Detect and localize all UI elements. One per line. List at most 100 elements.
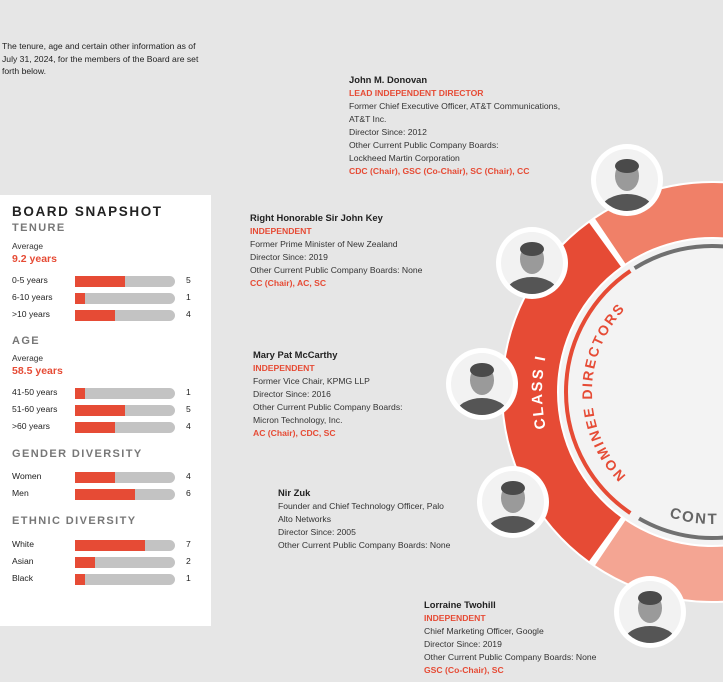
director-detail: AT&T Inc. xyxy=(349,114,387,124)
bar-track xyxy=(75,388,175,399)
tenure-average-value: 9.2 years xyxy=(12,253,57,265)
director-detail: Director Since: 2019 xyxy=(250,252,328,262)
bar-track xyxy=(75,574,175,585)
bar-count: 6 xyxy=(186,488,191,498)
director-detail: Other Current Public Company Boards: Non… xyxy=(250,265,423,275)
bar-fill xyxy=(75,276,125,287)
bar-count: 4 xyxy=(186,421,191,431)
director-role: INDEPENDENT xyxy=(253,363,315,373)
bar-track xyxy=(75,472,175,483)
tenure-average-label: Average xyxy=(12,241,44,251)
nominee-arc xyxy=(564,269,632,515)
director-bio: Right Honorable Sir John Key INDEPENDENT F… xyxy=(250,211,422,290)
director-photo xyxy=(614,576,686,648)
director-name: Nir Zuk xyxy=(278,487,311,498)
director-bio: John M. Donovan LEAD INDEPENDENT DIRECTOR… xyxy=(349,73,560,178)
tenure-bar-row: >10 years 4 xyxy=(12,309,202,322)
director-detail: Other Current Public Company Boards: xyxy=(253,402,403,412)
bar-fill xyxy=(75,293,85,304)
age-bar-row: 41-50 years 1 xyxy=(12,387,202,400)
director-name: John M. Donovan xyxy=(349,74,428,85)
director-committees: GSC (Co-Chair), SC xyxy=(424,665,504,675)
bar-track xyxy=(75,405,175,416)
bar-track xyxy=(75,489,175,500)
director-detail: Former Chief Executive Officer, AT&T Com… xyxy=(349,101,561,111)
age-heading: AGE xyxy=(12,335,41,347)
director-committees: AC (Chair), CDC, SC xyxy=(253,428,336,438)
director-detail: Former Vice Chair, KPMG LLP xyxy=(253,376,370,386)
bar-fill xyxy=(75,405,125,416)
bar-label: 0-5 years xyxy=(12,275,48,285)
bar-track xyxy=(75,276,175,287)
age-bar-row: 51-60 years 5 xyxy=(12,404,202,417)
bar-track xyxy=(75,310,175,321)
bar-fill xyxy=(75,310,115,321)
director-photo xyxy=(591,144,663,216)
bar-fill xyxy=(75,472,115,483)
bar-track xyxy=(75,293,175,304)
director-detail: Lockheed Martin Corporation xyxy=(349,153,460,163)
bar-label: Men xyxy=(12,488,29,498)
ethnic-heading: ETHNIC DIVERSITY xyxy=(12,515,137,527)
wheel-inner-disc xyxy=(559,239,723,545)
bar-label: >10 years xyxy=(12,309,50,319)
director-photo xyxy=(477,466,549,538)
director-committees: CDC (Chair), GSC (Co-Chair), SC (Chair),… xyxy=(349,166,530,176)
director-name: Mary Pat McCarthy xyxy=(253,349,338,360)
bar-count: 5 xyxy=(186,275,191,285)
bar-count: 4 xyxy=(186,471,191,481)
gender-bar-row: Women 4 xyxy=(12,471,202,484)
bar-label: 6-10 years xyxy=(12,292,53,302)
director-photo xyxy=(496,227,568,299)
director-detail: Director Since: 2005 xyxy=(278,527,356,537)
bar-track xyxy=(75,422,175,433)
bar-label: Asian xyxy=(12,556,34,566)
bar-count: 1 xyxy=(186,292,191,302)
bar-fill xyxy=(75,574,85,585)
ethnic-bar-row: White 7 xyxy=(12,539,202,552)
tenure-bar-row: 0-5 years 5 xyxy=(12,275,202,288)
director-detail: Alto Networks xyxy=(278,514,332,524)
bar-count: 5 xyxy=(186,404,191,414)
director-photo xyxy=(446,348,518,420)
director-name: Right Honorable Sir John Key xyxy=(250,212,383,223)
ethnic-bar-row: Asian 2 xyxy=(12,556,202,569)
director-detail: Director Since: 2016 xyxy=(253,389,331,399)
director-bio: Nir Zuk Founder and Chief Technology Offi… xyxy=(278,486,450,552)
director-detail: Director Since: 2019 xyxy=(424,639,502,649)
director-committees: CC (Chair), AC, SC xyxy=(250,278,327,288)
bar-count: 7 xyxy=(186,539,191,549)
bar-count: 2 xyxy=(186,556,191,566)
bar-label: 51-60 years xyxy=(12,404,58,414)
director-detail: Founder and Chief Technology Officer, Pa… xyxy=(278,501,444,511)
bar-label: White xyxy=(12,539,34,549)
bar-count: 4 xyxy=(186,309,191,319)
bar-fill xyxy=(75,540,145,551)
director-role: LEAD INDEPENDENT DIRECTOR xyxy=(349,88,484,98)
bar-fill xyxy=(75,422,115,433)
bar-track xyxy=(75,540,175,551)
bar-label: >60 years xyxy=(12,421,50,431)
director-role: INDEPENDENT xyxy=(424,613,486,623)
director-detail: Other Current Public Company Boards: Non… xyxy=(424,652,597,662)
bar-label: 41-50 years xyxy=(12,387,58,397)
director-bio: Lorraine Twohill INDEPENDENT Chief Marketi… xyxy=(424,598,596,677)
bar-count: 1 xyxy=(186,387,191,397)
bar-count: 1 xyxy=(186,573,191,583)
director-detail: Other Current Public Company Boards: Non… xyxy=(278,540,451,550)
bar-fill xyxy=(75,557,95,568)
age-bar-row: >60 years 4 xyxy=(12,421,202,434)
director-detail: Other Current Public Company Boards: xyxy=(349,140,499,150)
director-detail: Micron Technology, Inc. xyxy=(253,415,343,425)
tenure-heading: TENURE xyxy=(12,222,66,234)
gender-bar-row: Men 6 xyxy=(12,488,202,501)
director-detail: Director Since: 2012 xyxy=(349,127,427,137)
intro-text: The tenure, age and certain other inform… xyxy=(2,41,199,76)
ethnic-bar-row: Black 1 xyxy=(12,573,202,586)
bar-fill xyxy=(75,388,85,399)
tenure-bar-row: 6-10 years 1 xyxy=(12,292,202,305)
age-average-value: 58.5 years xyxy=(12,365,63,377)
bar-label: Women xyxy=(12,471,42,481)
age-average-label: Average xyxy=(12,353,44,363)
